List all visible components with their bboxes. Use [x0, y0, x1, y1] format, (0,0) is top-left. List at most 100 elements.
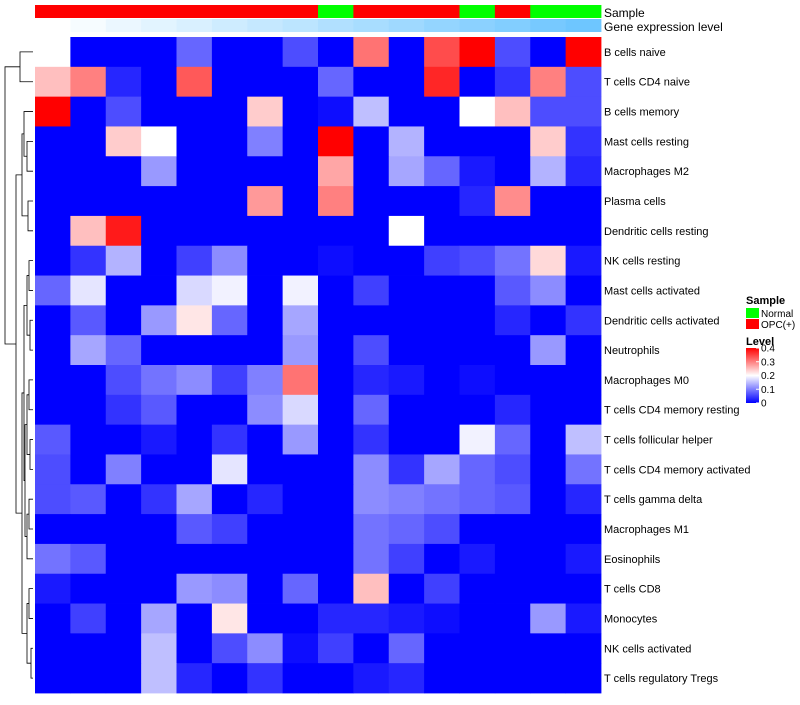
heatmap-cell: [353, 215, 390, 247]
row-label: NK cells activated: [604, 643, 691, 655]
heatmap-cell: [388, 37, 425, 68]
heatmap-cell: [459, 543, 496, 575]
heatmap-cell: [282, 305, 319, 336]
heatmap-cell: [530, 663, 567, 694]
sample-annotation-cell: [105, 5, 142, 18]
heatmap-cell: [141, 394, 177, 426]
heatmap-cell: [494, 66, 531, 98]
row-label: T cells CD4 memory activated: [604, 464, 751, 476]
heatmap-cell: [530, 37, 567, 68]
heatmap-cell: [318, 96, 354, 127]
heatmap-cell: [353, 126, 390, 157]
row-label: T cells follicular helper: [604, 435, 713, 447]
heatmap-cell: [211, 424, 248, 455]
heatmap-cell: [70, 126, 107, 157]
heatmap-cell: [247, 66, 284, 98]
heatmap-cell: [494, 275, 531, 306]
gene-level-annotation-cell: [494, 19, 531, 32]
heatmap-cell: [494, 603, 531, 634]
sample-annotation-cell: [70, 5, 107, 18]
heatmap-cell: [318, 66, 354, 98]
heatmap-cell: [388, 245, 425, 276]
sample-annotation-cell: [459, 5, 496, 18]
heatmap-cell: [35, 424, 71, 455]
heatmap-cell: [176, 454, 213, 485]
heatmap-cell: [565, 305, 602, 336]
heatmap-cell: [565, 454, 602, 485]
heatmap-cell: [459, 365, 496, 396]
gene-level-annotation-cell: [247, 19, 284, 32]
dendrogram-branch: [26, 275, 30, 336]
heatmap-cell: [318, 275, 354, 306]
annotation-label-sample: Sample: [604, 6, 645, 20]
heatmap-cell: [141, 573, 177, 604]
heatmap-cell: [459, 96, 496, 127]
heatmap-cell: [35, 633, 71, 664]
row-label: T cells CD4 memory resting: [604, 405, 740, 417]
heatmap-cell: [247, 335, 284, 366]
heatmap-cell: [35, 365, 71, 396]
heatmap-cell: [565, 394, 602, 426]
heatmap-cell: [388, 603, 425, 634]
heatmap-cell: [70, 573, 107, 604]
heatmap-cell: [141, 275, 177, 306]
row-label: T cells CD8: [604, 584, 661, 596]
row-label: B cells memory: [604, 107, 680, 119]
heatmap-cell: [35, 663, 71, 694]
heatmap-cell: [105, 66, 142, 98]
heatmap-cell: [282, 514, 319, 545]
heatmap-cell: [494, 394, 531, 426]
level-tick-label: 0: [761, 399, 767, 410]
heatmap-cell: [70, 96, 107, 127]
legend-swatch-normal: [746, 308, 759, 318]
heatmap-cell: [282, 394, 319, 426]
heatmap-cell: [424, 305, 460, 336]
heatmap-cell: [35, 37, 71, 68]
heatmap-cell: [176, 37, 213, 68]
heatmap-cell: [530, 573, 567, 604]
heatmap-cell: [141, 424, 177, 455]
heatmap-cell: [459, 603, 496, 634]
heatmap-cell: [105, 126, 142, 157]
heatmap-cell: [105, 365, 142, 396]
heatmap-cell: [141, 365, 177, 396]
heatmap-cell: [282, 484, 319, 515]
heatmap-cell: [318, 186, 354, 217]
legend-label-normal: Normal: [761, 309, 793, 320]
heatmap-cell: [424, 66, 460, 98]
heatmap-cell: [70, 663, 107, 694]
heatmap-cell: [353, 96, 390, 127]
heatmap-cell: [388, 305, 425, 336]
heatmap-cell: [70, 305, 107, 336]
heatmap-cell: [565, 275, 602, 306]
heatmap-cell: [565, 603, 602, 634]
heatmap-cell: [494, 514, 531, 545]
sample-annotation-cell: [35, 5, 71, 18]
gene-level-annotation-cell: [424, 19, 460, 32]
heatmap-cell: [530, 633, 567, 664]
heatmap-cell: [494, 573, 531, 604]
heatmap-cell: [424, 603, 460, 634]
heatmap-cell: [530, 603, 567, 634]
row-label: Monocytes: [604, 613, 658, 625]
heatmap-cell: [388, 573, 425, 604]
heatmap-cell: [459, 126, 496, 157]
heatmap-cell: [459, 305, 496, 336]
heatmap-cell: [35, 96, 71, 127]
heatmap-cell: [424, 514, 460, 545]
heatmap-cell: [353, 663, 390, 694]
heatmap-cell: [35, 573, 71, 604]
heatmap-cell: [176, 603, 213, 634]
heatmap-cell: [35, 514, 71, 545]
heatmap-cell: [353, 365, 390, 396]
heatmap-cell: [105, 454, 142, 485]
heatmap-cell: [530, 424, 567, 455]
legend-swatch-opc: [746, 319, 759, 329]
heatmap-cell: [282, 37, 319, 68]
heatmap-cell: [282, 603, 319, 634]
heatmap-cell: [35, 66, 71, 98]
heatmap-cell: [35, 394, 71, 426]
row-label: Neutrophils: [604, 345, 660, 357]
heatmap-cell: [141, 37, 177, 68]
